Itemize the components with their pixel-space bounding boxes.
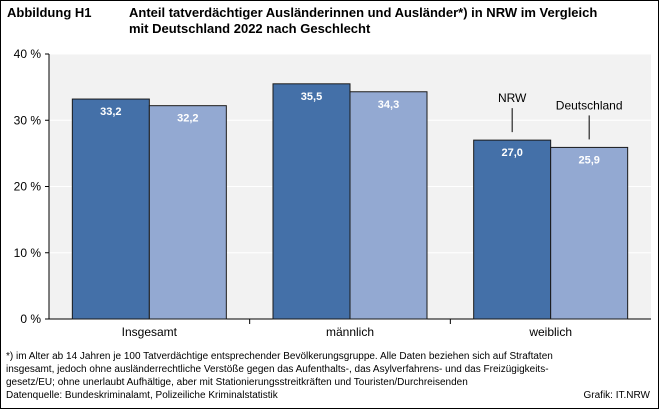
footnote: *) im Alter ab 14 Jahren je 100 Tatverdä… xyxy=(6,350,646,389)
data-label: 32,2 xyxy=(177,113,198,125)
footnote-line-3: gesetz/EU; ohne unerlaubt Aufhältige, ab… xyxy=(6,377,468,388)
footnote-line-2: insgesamt, jedoch ohne ausländerrechtlic… xyxy=(6,364,549,375)
y-tick-label: 30 % xyxy=(14,113,42,127)
y-tick-label: 20 % xyxy=(14,180,42,194)
footnote-line-1: *) im Alter ab 14 Jahren je 100 Tatverdä… xyxy=(6,351,553,362)
data-label: 35,5 xyxy=(301,91,322,103)
title-line-1: Anteil tatverdächtiger Ausländerinnen un… xyxy=(129,5,598,20)
data-label: 27,0 xyxy=(501,147,522,159)
x-tick-label: weiblich xyxy=(528,325,572,339)
bar-deutschland-2 xyxy=(349,91,428,320)
data-source: Datenquelle: Bundeskriminalamt, Polizeil… xyxy=(6,390,278,401)
data-label: 34,3 xyxy=(378,99,399,111)
bar-nrw-1 xyxy=(71,98,150,320)
bar-deutschland-3 xyxy=(550,146,629,320)
y-tick-label: 40 % xyxy=(14,47,42,61)
x-tick-label: Insgesamt xyxy=(122,325,178,339)
bar-deutschland-1 xyxy=(148,105,227,320)
x-tick-label: männlich xyxy=(326,325,374,339)
figure-label: Abbildung H1 xyxy=(7,5,92,20)
y-tick-label: 0 % xyxy=(20,312,41,326)
graphic-credit: Grafik: IT.NRW xyxy=(583,390,650,401)
legend-label-nrw: NRW xyxy=(498,91,527,105)
bar-nrw-3 xyxy=(473,139,552,320)
bar-nrw-2 xyxy=(272,83,351,320)
legend-label-deutschland: Deutschland xyxy=(556,98,623,112)
data-label: 25,9 xyxy=(578,154,599,166)
title-line-2: mit Deutschland 2022 nach Geschlecht xyxy=(129,21,371,36)
data-label: 33,2 xyxy=(100,106,121,118)
y-tick-label: 10 % xyxy=(14,246,42,260)
